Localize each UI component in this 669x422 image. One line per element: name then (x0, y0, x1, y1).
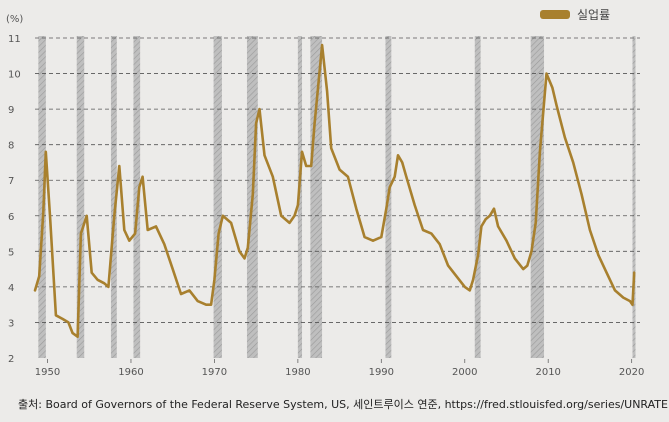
legend: 실업률 (540, 8, 610, 22)
recession-band-1 (76, 36, 85, 358)
recession-band-4 (213, 36, 222, 358)
axis-labels: 2 3 4 5 6 7 8 9 10 11 1950 1960 1970 1980 1990 2000 2010… (8, 34, 644, 378)
x-tick-label: 1970 (202, 367, 227, 378)
y-tick-label: 2 (8, 354, 14, 365)
x-tick-label: 2020 (619, 367, 644, 378)
y-tick-label: 9 (8, 105, 14, 116)
series-layer (33, 43, 636, 339)
recession-band-3 (133, 36, 141, 358)
unemployment-line (33, 43, 636, 339)
y-tick-label: 10 (8, 70, 21, 81)
x-tick-label: 1990 (369, 367, 394, 378)
y-tick-label: 3 (8, 318, 14, 329)
y-tick-label: 8 (8, 141, 14, 152)
x-tick-label: 1980 (285, 367, 310, 378)
x-tick-label: 2010 (535, 367, 560, 378)
recession-band-6 (297, 36, 303, 358)
y-tick-label: 4 (8, 283, 14, 294)
y-unit-label: (%) (6, 14, 23, 25)
recession-band-9 (474, 36, 481, 358)
y-tick-label: 5 (8, 247, 14, 258)
recession-band-2 (110, 36, 117, 358)
x-tick-label: 1960 (118, 367, 143, 378)
x-tick-label: 1950 (35, 367, 60, 378)
recession-band-7 (310, 36, 323, 358)
recession-band-0 (38, 36, 46, 358)
source-note: 출처: Board of Governors of the Federal Re… (18, 398, 668, 411)
y-tick-label: 11 (8, 34, 21, 45)
y-tick-label: 6 (8, 212, 14, 223)
recession-band-11 (632, 36, 636, 358)
x-tick-label: 2000 (452, 367, 477, 378)
y-tick-label: 7 (8, 176, 14, 187)
legend-swatch (540, 10, 570, 19)
legend-label: 실업률 (577, 8, 610, 22)
